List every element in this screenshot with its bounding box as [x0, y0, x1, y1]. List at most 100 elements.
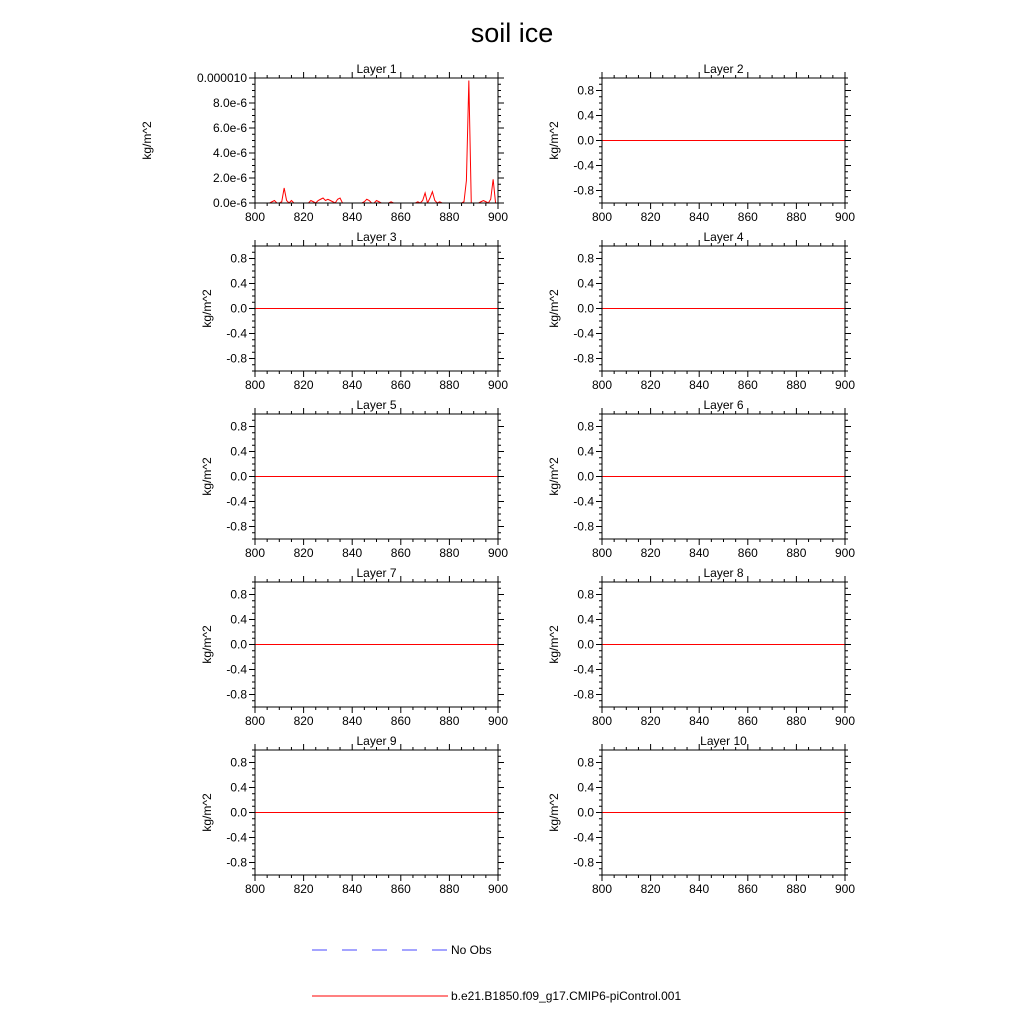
x-tick-label: 900: [835, 714, 855, 728]
x-tick-label: 800: [245, 546, 265, 560]
x-tick-label: 900: [488, 378, 508, 392]
y-tick-label: -0.4: [226, 327, 247, 341]
x-tick-label: 820: [641, 210, 661, 224]
x-tick-label: 820: [641, 714, 661, 728]
x-tick-label: 800: [245, 378, 265, 392]
y-axis-label: kg/m^2: [547, 625, 561, 664]
y-tick-label: 0.0: [577, 806, 594, 820]
x-tick-label: 820: [641, 378, 661, 392]
x-tick-label: 900: [488, 714, 508, 728]
x-tick-label: 860: [391, 546, 411, 560]
x-tick-label: 880: [439, 210, 459, 224]
y-tick-label: 0.8: [577, 588, 594, 602]
panel-4: Layer 4 kg/m^2 800 820 840 860 880 900 -0.8 -0.4 0…: [547, 230, 855, 392]
panel-6: Layer 6 kg/m^2 800 820 840 860 880 900 -0.8 -0.4 0…: [547, 398, 855, 560]
x-tick-label: 880: [786, 714, 806, 728]
x-tick-label: 800: [592, 210, 612, 224]
x-tick-label: 800: [592, 378, 612, 392]
x-tick-label: 860: [738, 210, 758, 224]
x-tick-label: 860: [391, 378, 411, 392]
y-tick-label: -0.8: [573, 688, 594, 702]
y-tick-label: 4.0e-6: [213, 146, 247, 160]
x-tick-label: 880: [439, 378, 459, 392]
x-tick-label: 860: [738, 882, 758, 896]
y-tick-label: 0.4: [577, 109, 594, 123]
x-tick-label: 840: [689, 210, 709, 224]
y-tick-label: -0.4: [226, 831, 247, 845]
y-tick-label: 0.0: [230, 302, 247, 316]
x-tick-label: 820: [641, 546, 661, 560]
panel-7: Layer 7 kg/m^2 800 820 840 860 880 900 -0.8 -0.4 0…: [200, 566, 508, 728]
x-tick-label: 800: [245, 882, 265, 896]
panel-title: Layer 4: [703, 230, 743, 244]
y-axis-label: kg/m^2: [200, 289, 214, 328]
panel-title: Layer 3: [356, 230, 396, 244]
x-tick-label: 860: [391, 882, 411, 896]
y-tick-label: -0.4: [226, 495, 247, 509]
y-tick-label: -0.8: [226, 520, 247, 534]
y-tick-label: 0.4: [230, 781, 247, 795]
series-line: [255, 80, 498, 203]
x-tick-label: 900: [488, 210, 508, 224]
x-tick-label: 900: [835, 882, 855, 896]
y-tick-label: -0.4: [573, 831, 594, 845]
y-tick-label: 0.8: [577, 252, 594, 266]
y-axis-label: kg/m^2: [200, 625, 214, 664]
x-tick-label: 880: [786, 882, 806, 896]
panel-5: Layer 5 kg/m^2 800 820 840 860 880 900 -0.8 -0.4 0…: [200, 398, 508, 560]
y-tick-label: -0.4: [226, 663, 247, 677]
y-tick-label: -0.8: [573, 184, 594, 198]
y-tick-label: -0.8: [573, 520, 594, 534]
panel-8: Layer 8 kg/m^2 800 820 840 860 880 900 -0.8 -0.4 0…: [547, 566, 855, 728]
x-tick-label: 860: [391, 714, 411, 728]
y-tick-label: -0.8: [226, 352, 247, 366]
y-tick-label: 0.4: [230, 613, 247, 627]
x-tick-label: 800: [245, 714, 265, 728]
y-tick-label: -0.4: [573, 495, 594, 509]
y-tick-label: -0.4: [573, 327, 594, 341]
y-tick-label: 2.0e-6: [213, 171, 247, 185]
panel-title: Layer 10: [700, 734, 747, 748]
y-axis-label: kg/m^2: [547, 121, 561, 160]
y-axis-label: kg/m^2: [140, 121, 154, 160]
x-tick-label: 800: [592, 546, 612, 560]
y-tick-label: 0.0: [230, 806, 247, 820]
x-tick-label: 860: [391, 210, 411, 224]
y-tick-label: 0.4: [577, 277, 594, 291]
panel-title: Layer 6: [703, 398, 743, 412]
x-tick-label: 820: [294, 378, 314, 392]
y-tick-label: 0.0: [577, 470, 594, 484]
x-tick-label: 840: [689, 378, 709, 392]
plot-frame: [254, 77, 499, 204]
y-tick-label: -0.4: [573, 159, 594, 173]
y-tick-label: 0.8: [577, 84, 594, 98]
y-tick-label: 0.8: [230, 252, 247, 266]
x-tick-label: 860: [738, 546, 758, 560]
legend-label-2: b.e21.B1850.f09_g17.CMIP6-piControl.001: [451, 989, 681, 1003]
x-tick-label: 840: [689, 546, 709, 560]
x-tick-label: 880: [786, 210, 806, 224]
y-tick-label: 0.0e-6: [213, 196, 247, 210]
panels: Layer 1 kg/m^2 800 820 840 860 880 900 0.0e-6 2.0…: [140, 62, 855, 896]
x-tick-label: 820: [294, 546, 314, 560]
y-tick-label: 0.4: [230, 445, 247, 459]
y-tick-label: 0.8: [230, 756, 247, 770]
y-axis-label: kg/m^2: [547, 289, 561, 328]
x-tick-label: 800: [245, 210, 265, 224]
x-tick-label: 900: [835, 378, 855, 392]
y-axis-label: kg/m^2: [200, 457, 214, 496]
x-tick-label: 900: [488, 546, 508, 560]
x-tick-label: 880: [439, 714, 459, 728]
x-tick-label: 840: [689, 882, 709, 896]
panel-title: Layer 9: [356, 734, 396, 748]
y-tick-label: 0.4: [577, 445, 594, 459]
x-tick-label: 820: [294, 882, 314, 896]
y-tick-label: 0.0: [577, 302, 594, 316]
y-tick-label: -0.8: [573, 856, 594, 870]
y-tick-label: 0.8: [230, 588, 247, 602]
x-tick-label: 900: [835, 546, 855, 560]
panel-title: Layer 8: [703, 566, 743, 580]
panel-3: Layer 3 kg/m^2 800 820 840 860 880 900 -0.8 -0.4 0…: [200, 230, 508, 392]
x-tick-label: 860: [738, 378, 758, 392]
y-tick-label: -0.8: [573, 352, 594, 366]
